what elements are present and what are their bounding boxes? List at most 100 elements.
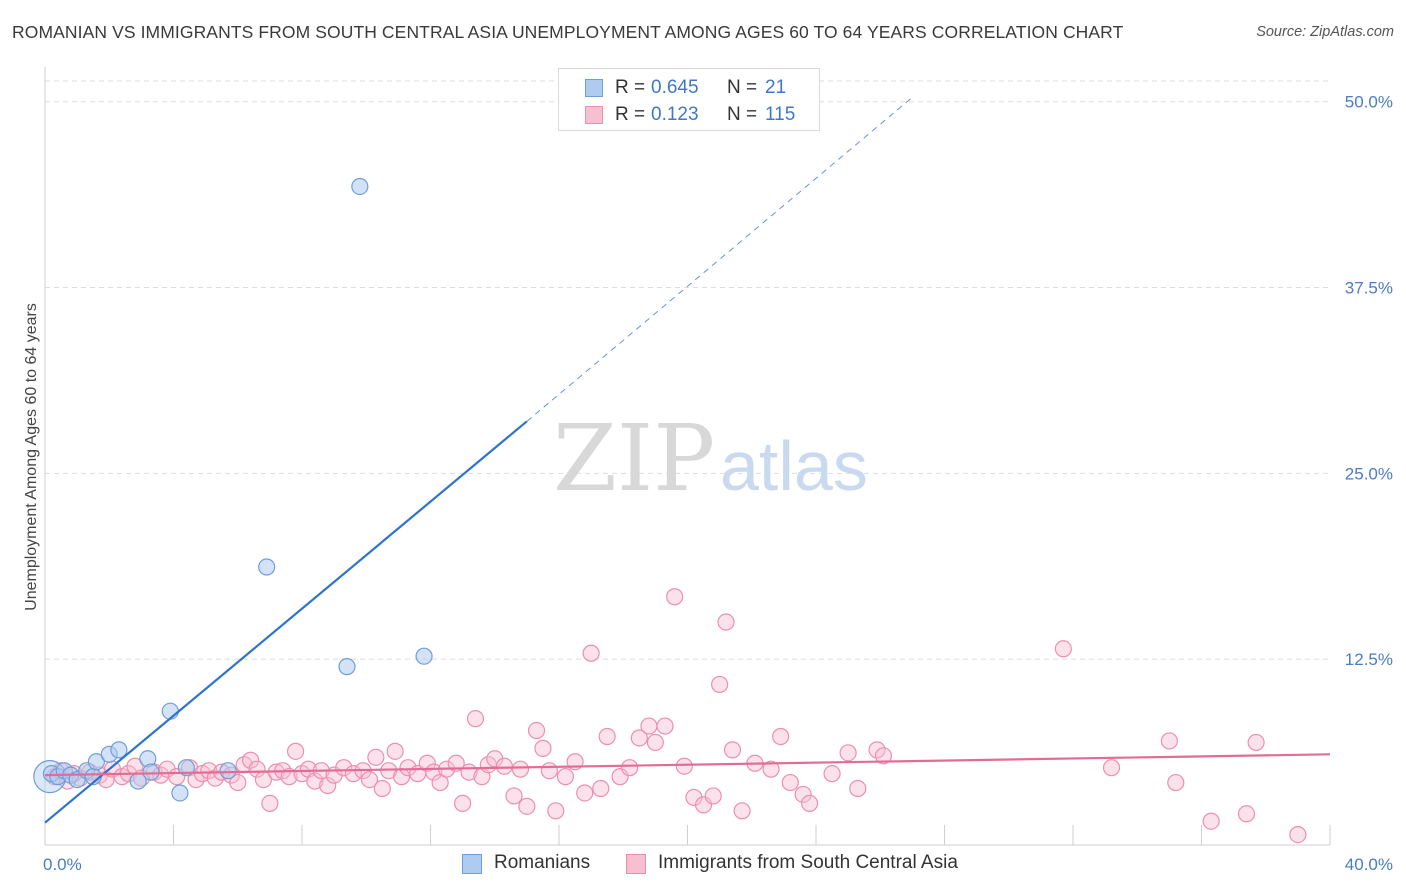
romanian-trend-line <box>44 420 528 824</box>
romanian-point <box>142 763 160 781</box>
immigrant-point <box>1237 805 1256 823</box>
x-tick-label: 40.0% <box>1345 855 1393 874</box>
immigrant-point <box>849 779 867 798</box>
immigrant-point <box>621 759 639 777</box>
y-tick-label: 25.0% <box>1345 464 1393 483</box>
immigrant-point <box>319 776 337 795</box>
immigrant-point <box>656 717 674 735</box>
immigrant-point <box>646 733 664 752</box>
bottom-legend-label-romanians: Romanians <box>494 852 591 873</box>
immigrant-point <box>229 773 247 792</box>
immigrant-point <box>675 757 693 775</box>
immigrant-point <box>386 742 404 760</box>
immigrant-point <box>733 802 751 820</box>
source-label: Source: ZipAtlas.com <box>1256 24 1394 40</box>
immigrant-point <box>823 765 841 783</box>
immigrant-point <box>839 744 857 762</box>
immigrant-point <box>280 768 298 786</box>
immigrant-point <box>1247 733 1265 752</box>
immigrant-point <box>505 787 523 805</box>
immigrant-point <box>874 747 893 765</box>
watermark: ZIP atlas <box>553 405 868 512</box>
immigrant-point <box>454 794 472 812</box>
romanian-point <box>351 177 369 196</box>
immigrant-point <box>518 797 536 815</box>
romanian-point <box>258 558 276 576</box>
y-tick-label: 37.5% <box>1345 279 1393 298</box>
romanian-point <box>219 762 237 780</box>
immigrant-point <box>640 717 658 735</box>
x-tick-label: 0.0% <box>43 855 82 874</box>
bottom-legend-swatch-immigrants <box>626 854 646 874</box>
legend-r-value: 0.645 <box>651 77 699 98</box>
trend-lines <box>44 96 1331 824</box>
legend-r-label: R = <box>615 77 646 98</box>
axes <box>44 67 1331 846</box>
immigrant-point <box>772 727 790 746</box>
watermark-atlas: atlas <box>720 427 868 505</box>
romanian-point <box>415 647 433 665</box>
immigrant-point <box>1289 825 1307 844</box>
romanian-point <box>161 702 179 720</box>
legend-r-value: 0.123 <box>651 104 699 125</box>
immigrant-point <box>540 762 558 780</box>
romanian-trend-extension <box>526 96 913 422</box>
y-tick-label: 12.5% <box>1345 650 1393 669</box>
immigrant-point <box>373 779 391 798</box>
x-tick-labels: 0.0% 40.0% <box>43 855 1393 874</box>
romanian-point <box>171 784 189 802</box>
legend-r-label: R = <box>615 104 646 125</box>
chart-title: ROMANIAN VS IMMIGRANTS FROM SOUTH CENTRA… <box>12 22 1124 42</box>
immigrant-point <box>242 751 260 769</box>
immigrant-point <box>399 759 417 777</box>
immigrant-points <box>46 588 1307 844</box>
immigrant-point <box>781 773 799 792</box>
immigrant-point <box>511 760 530 778</box>
romanian-point <box>110 741 128 759</box>
y-axis-label: Unemployment Among Ages 60 to 64 years <box>23 303 40 611</box>
immigrant-point <box>447 754 465 772</box>
legend-swatch-romanians <box>585 79 603 97</box>
immigrant-point <box>466 710 485 728</box>
immigrant-point <box>592 779 610 798</box>
immigrant-point <box>1202 812 1220 830</box>
immigrant-trend-line <box>44 753 1331 777</box>
immigrant-point <box>534 739 552 757</box>
immigrant-point <box>1160 732 1178 750</box>
bottom-legend-swatch-romanians <box>462 854 482 874</box>
y-tick-labels: 12.5% 25.0% 37.5% 50.0% <box>1345 93 1393 669</box>
immigrant-point <box>556 768 575 786</box>
immigrant-point <box>800 794 819 812</box>
bottom-legend-label-immigrants: Immigrants from South Central Asia <box>658 852 958 873</box>
immigrant-point <box>1167 773 1185 792</box>
immigrant-point <box>582 644 600 662</box>
immigrant-point <box>495 757 513 775</box>
immigrant-point <box>261 794 279 812</box>
romanian-point <box>87 753 106 771</box>
immigrant-point <box>1102 759 1121 777</box>
immigrant-point <box>360 770 379 789</box>
immigrant-point <box>306 772 324 790</box>
immigrant-point <box>704 787 722 805</box>
immigrant-point <box>717 613 735 631</box>
immigrant-point <box>794 785 812 804</box>
legend-swatch-immigrants <box>585 106 603 124</box>
correlation-legend: R = 0.645 N = 21 R = 0.123 N = 115 <box>558 68 820 131</box>
immigrant-point <box>576 784 594 802</box>
immigrant-point <box>630 729 648 747</box>
romanian-points <box>33 177 433 802</box>
watermark-zip: ZIP <box>553 405 715 512</box>
immigrant-point <box>598 727 616 746</box>
immigrant-point <box>666 588 684 606</box>
immigrant-point <box>711 675 729 694</box>
immigrant-point <box>248 760 266 778</box>
y-tick-label: 50.0% <box>1345 93 1393 112</box>
immigrant-point <box>335 759 353 777</box>
immigrant-point <box>527 721 546 740</box>
legend-n-label: N = <box>727 77 758 98</box>
immigrant-point <box>1054 640 1072 658</box>
immigrant-point <box>547 802 565 820</box>
immigrant-point <box>868 741 886 759</box>
immigrant-point <box>418 754 436 772</box>
